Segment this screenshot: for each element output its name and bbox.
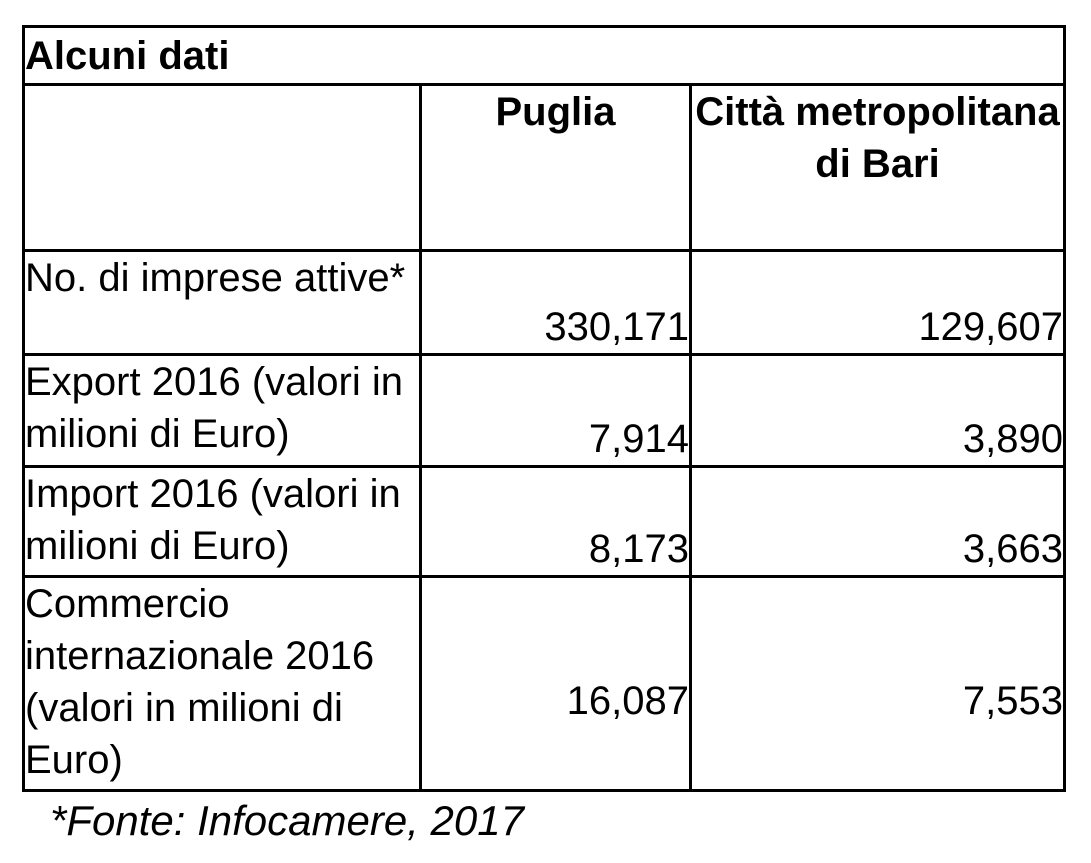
title-row: Alcuni dati [21,25,1067,86]
table-row-export: Export 2016 (valori in milioni di Euro) … [22,353,1067,468]
bari-value: 7,553 [688,575,1067,792]
row-label: Commercio internazionale 2016 (valori in… [22,575,422,792]
bari-value: 3,663 [688,465,1067,578]
puglia-value: 7,914 [419,353,692,468]
header-bari: Città metropolitana di Bari [688,83,1067,252]
puglia-value: 330,171 [419,249,692,356]
row-label: No. di imprese attive* [22,249,422,356]
header-row: Puglia Città metropolitana di Bari [22,83,1067,252]
header-empty-cell [22,83,422,252]
puglia-value: 8,173 [419,465,692,578]
source-footnote: *Fonte: Infocamere, 2017 [50,797,524,844]
table-row-imprese: No. di imprese attive* 330,171 129,607 [22,249,1067,356]
row-label: Export 2016 (valori in milioni di Euro) [22,353,422,468]
table-row-commercio: Commercio internazionale 2016 (valori in… [22,575,1067,792]
bari-value: 129,607 [688,249,1067,356]
header-puglia: Puglia [419,83,692,252]
bari-value: 3,890 [688,353,1067,468]
table-row-import: Import 2016 (valori in milioni di Euro) … [22,465,1067,578]
puglia-value: 16,087 [419,575,692,792]
table-title: Alcuni dati [21,25,1067,86]
row-label: Import 2016 (valori in milioni di Euro) [22,465,422,578]
data-table: Alcuni dati Puglia Città metropolitana d… [21,25,1067,792]
